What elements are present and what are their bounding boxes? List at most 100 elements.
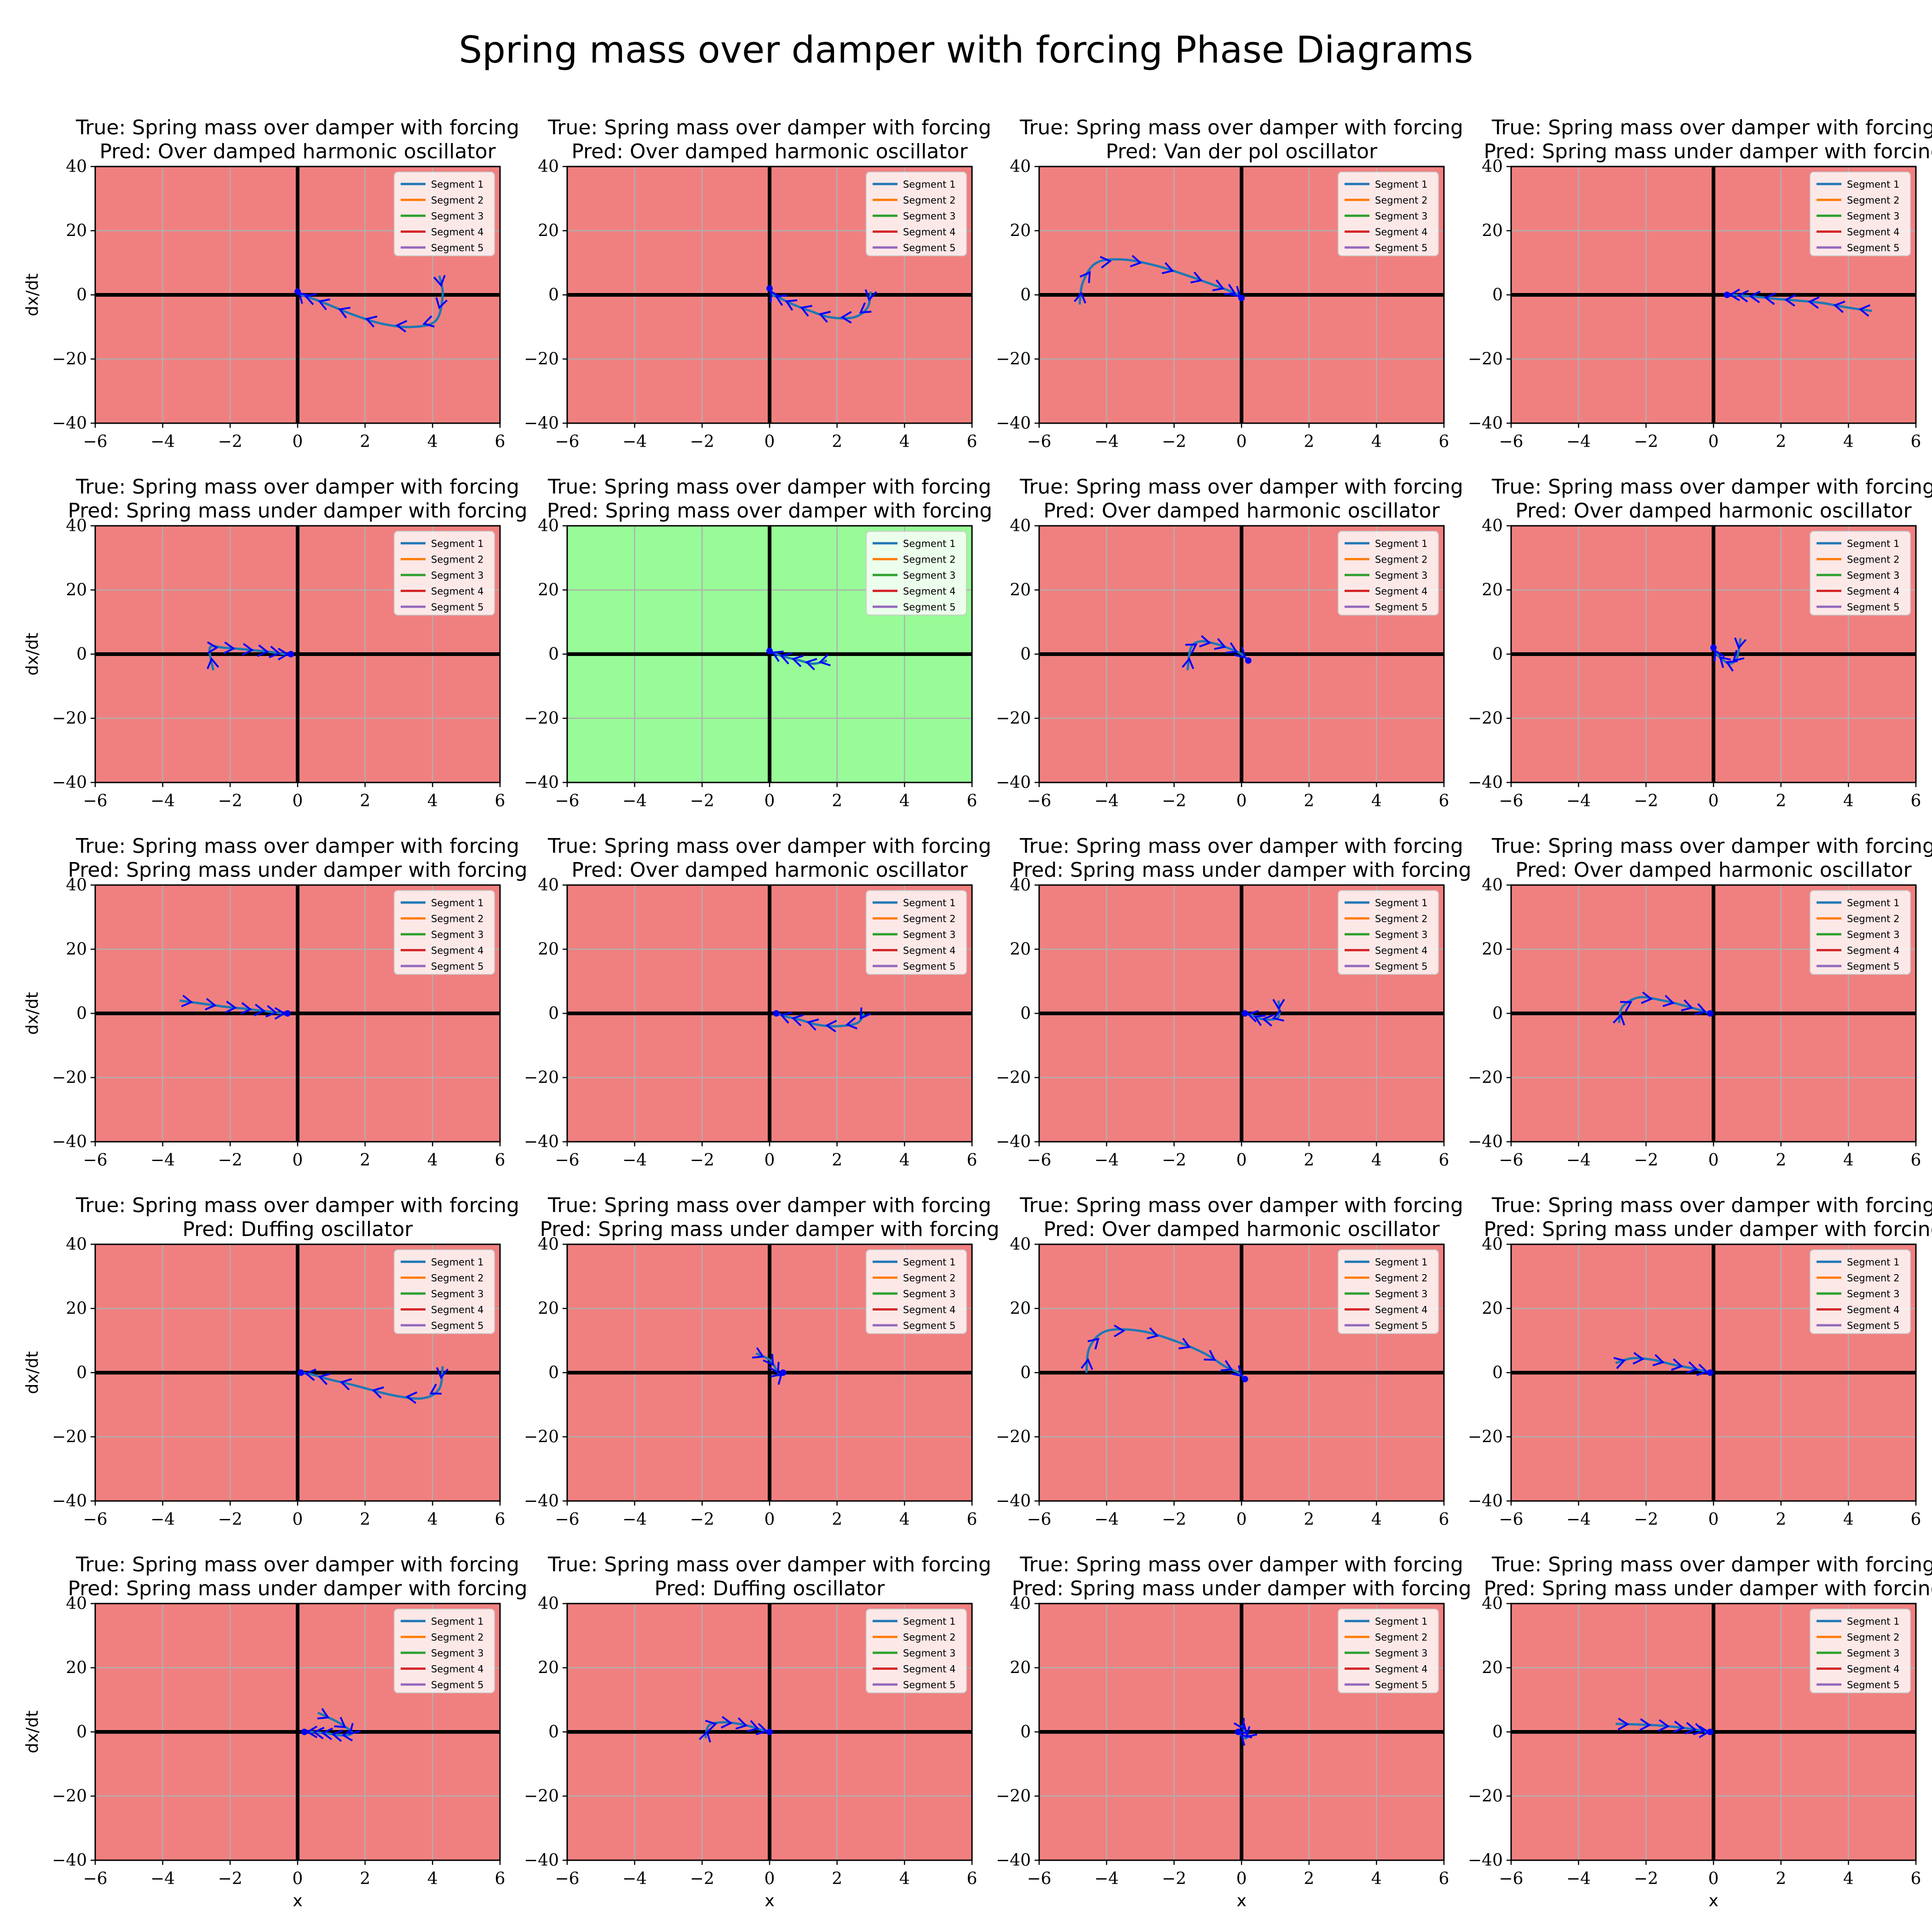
legend-label: Segment 5 (903, 1679, 956, 1690)
direction-arrow (1203, 1350, 1216, 1361)
y-tick-label: −40 (996, 1133, 1031, 1151)
direction-arrow (1613, 1357, 1626, 1369)
legend-label: Segment 2 (903, 1632, 956, 1643)
y-tick-label: −40 (52, 414, 87, 433)
y-tick-label: 0 (1020, 645, 1031, 664)
subplot-title-true: True: Spring mass over damper with forci… (1491, 1553, 1932, 1576)
y-tick-label: 40 (538, 157, 559, 176)
subplot-title-true: True: Spring mass over damper with forci… (1019, 116, 1463, 139)
x-tick-label: −4 (1094, 1869, 1119, 1888)
legend-label: Segment 1 (903, 1257, 956, 1268)
subplot-title-true: True: Spring mass over damper with forci… (547, 116, 991, 139)
direction-arrow (207, 641, 218, 654)
direction-arrow (306, 1725, 318, 1738)
x-tick-label: −4 (622, 1510, 647, 1529)
x-tick-label: −4 (1566, 432, 1591, 451)
x-tick-label: 6 (1911, 1510, 1921, 1529)
legend-label: Segment 3 (1847, 1648, 1900, 1659)
direction-arrow (1178, 1338, 1191, 1350)
x-tick-label: −6 (1027, 432, 1051, 451)
x-tick-label: 0 (765, 1151, 775, 1170)
direction-arrow (242, 643, 254, 656)
legend: Segment 1 Segment 2 Segment 3 Segment 4 Segm… (1810, 172, 1911, 256)
x-tick-label: −4 (1566, 1510, 1591, 1529)
x-tick-label: 4 (1843, 792, 1854, 811)
legend-label: Segment 1 (1847, 538, 1900, 549)
direction-arrow (699, 1730, 711, 1742)
direction-arrow (1253, 1014, 1266, 1026)
x-axis-label: x (293, 1892, 302, 1910)
legend-label: Segment 5 (1847, 242, 1900, 253)
legend-label: Segment 3 (1847, 570, 1900, 581)
y-tick-label: 20 (66, 1300, 87, 1318)
x-tick-label: −2 (1634, 1869, 1658, 1888)
x-tick-label: 2 (832, 1869, 842, 1888)
y-tick-label: 40 (1010, 876, 1031, 895)
direction-arrow (845, 1017, 858, 1029)
y-tick-label: −20 (524, 350, 559, 369)
direction-arrow (223, 641, 236, 654)
direction-arrow (274, 1007, 286, 1020)
x-tick-label: 2 (832, 792, 842, 811)
x-tick-label: −2 (690, 1151, 714, 1170)
x-tick-label: −2 (218, 792, 242, 811)
legend-label: Segment 3 (1375, 929, 1428, 940)
y-tick-label: −20 (52, 709, 87, 728)
legend-label: Segment 5 (431, 1320, 484, 1331)
x-tick-label: 0 (293, 432, 303, 451)
direction-arrow (1693, 1723, 1705, 1736)
y-tick-label: 40 (1010, 157, 1031, 176)
y-tick-label: 40 (66, 1235, 87, 1254)
y-tick-label: 20 (1010, 222, 1031, 241)
legend-label: Segment 2 (1847, 554, 1900, 565)
x-tick-label: 4 (1843, 1869, 1854, 1888)
x-tick-label: −6 (555, 792, 579, 811)
legend-label: Segment 2 (903, 554, 956, 565)
direction-arrow (1694, 1003, 1707, 1015)
legend-box (394, 1609, 495, 1693)
y-tick-label: 0 (1492, 1723, 1503, 1742)
legend-label: Segment 1 (903, 897, 956, 908)
trajectory-end-point (766, 285, 773, 292)
direction-arrow (1087, 1338, 1100, 1350)
direction-arrow (365, 315, 378, 328)
direction-arrow (1685, 1722, 1697, 1735)
legend: Segment 1 Segment 2 Segment 3 Segment 4 Segm… (1338, 890, 1439, 975)
subplot-title-pred: Pred: Van der pol oscillator (1106, 140, 1378, 163)
x-tick-label: 2 (832, 1510, 842, 1529)
legend-label: Segment 5 (1375, 1679, 1428, 1690)
direction-arrow (1261, 1014, 1274, 1027)
legend: Segment 1 Segment 2 Segment 3 Segment 4 Segm… (394, 1249, 495, 1334)
direction-arrow (422, 315, 435, 328)
trajectory-line-1 (776, 1012, 865, 1028)
direction-arrow (785, 299, 798, 311)
y-tick-label: −20 (1468, 709, 1503, 728)
x-tick-label: 6 (1911, 432, 1921, 451)
trajectory-end-point (1238, 294, 1245, 301)
legend: Segment 1 Segment 2 Segment 3 Segment 4 Segm… (866, 172, 967, 256)
x-tick-label: 0 (1236, 792, 1247, 811)
x-tick-label: −2 (1162, 432, 1186, 451)
direction-arrow (435, 297, 448, 310)
direction-arrow (770, 290, 781, 303)
x-tick-label: −6 (1027, 1510, 1051, 1529)
subplot-title-true: True: Spring mass over damper with forci… (75, 1553, 519, 1576)
legend: Segment 1 Segment 2 Segment 3 Segment 4 Segm… (394, 531, 495, 615)
x-axis-label: x (1708, 1892, 1718, 1910)
direction-arrow (341, 1729, 353, 1742)
legend-label: Segment 3 (431, 570, 484, 581)
legend-label: Segment 1 (1847, 179, 1900, 190)
y-tick-label: −40 (1468, 1851, 1503, 1870)
x-tick-label: 6 (1439, 1510, 1449, 1529)
x-tick-label: 0 (1708, 432, 1719, 451)
y-tick-label: −20 (996, 1428, 1031, 1447)
trajectory-end-point (1242, 1010, 1248, 1017)
y-tick-label: 20 (538, 581, 559, 600)
subplot-title-true: True: Spring mass over damper with forci… (1491, 116, 1932, 139)
legend-label: Segment 1 (1847, 1257, 1900, 1268)
